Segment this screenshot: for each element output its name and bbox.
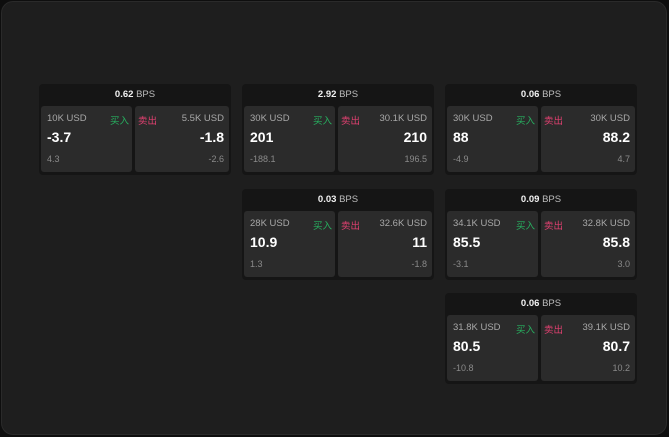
spread-value: 0.09 xyxy=(520,194,540,205)
sell-size: 39.1K USD xyxy=(582,322,630,333)
sell-size: 30K USD xyxy=(590,113,630,124)
buy-price: 201 xyxy=(250,129,274,145)
spread-value: 0.62 xyxy=(114,89,134,100)
spread-unit: BPS xyxy=(136,89,156,100)
spread-header: 0.06 BPS xyxy=(445,84,637,105)
buy-change: -3.1 xyxy=(453,259,469,269)
sell-button[interactable]: 卖出 5.5K USD -1.8 -2.6 xyxy=(135,106,229,172)
buy-label: 买入 xyxy=(515,116,535,127)
quote-card: 0.06 BPS 31.8K USD 买入 80.5 -10.8 卖出 39.1… xyxy=(445,293,637,384)
buy-label: 买入 xyxy=(515,325,535,336)
sell-button[interactable]: 卖出 30.1K USD 210 196.5 xyxy=(338,106,432,172)
sell-label: 卖出 xyxy=(138,116,158,127)
spread-value: 2.92 xyxy=(317,89,337,100)
sell-change: -2.6 xyxy=(208,154,224,164)
spread-header: 0.06 BPS xyxy=(445,293,637,314)
sell-price: 85.8 xyxy=(602,234,630,250)
spread-unit: BPS xyxy=(339,194,359,205)
sell-change: 4.7 xyxy=(617,154,630,164)
spread-header: 0.62 BPS xyxy=(39,84,231,105)
buy-button[interactable]: 30K USD 买入 201 -188.1 xyxy=(244,106,335,172)
sell-price: 210 xyxy=(403,129,427,145)
buy-button[interactable]: 28K USD 买入 10.9 1.3 xyxy=(244,211,335,277)
sell-change: 3.0 xyxy=(617,259,630,269)
quote-card: 2.92 BPS 30K USD 买入 201 -188.1 卖出 30.1K … xyxy=(242,84,434,175)
buy-size: 28K USD xyxy=(250,218,290,229)
sell-label: 卖出 xyxy=(341,221,361,232)
sell-label: 卖出 xyxy=(341,116,361,127)
buy-size: 30K USD xyxy=(250,113,290,124)
buy-change: 1.3 xyxy=(250,259,263,269)
spread-unit: BPS xyxy=(339,89,359,100)
buy-label: 买入 xyxy=(312,116,332,127)
sell-change: -1.8 xyxy=(411,259,427,269)
spread-unit: BPS xyxy=(542,298,562,309)
quote-card: 0.06 BPS 30K USD 买入 88 -4.9 卖出 30K USD 8… xyxy=(445,84,637,175)
sell-price: 88.2 xyxy=(602,129,630,145)
sell-button[interactable]: 卖出 39.1K USD 80.7 10.2 xyxy=(541,315,635,381)
buy-price: 80.5 xyxy=(453,338,481,354)
sell-label: 卖出 xyxy=(544,325,564,336)
quote-card: 0.03 BPS 28K USD 买入 10.9 1.3 卖出 32.6K US… xyxy=(242,189,434,280)
buy-label: 买入 xyxy=(312,221,332,232)
buy-label: 买入 xyxy=(515,221,535,232)
buy-change: -188.1 xyxy=(250,154,276,164)
spread-unit: BPS xyxy=(542,194,562,205)
spread-value: 0.06 xyxy=(520,298,540,309)
buy-size: 34.1K USD xyxy=(453,218,501,229)
sell-size: 32.6K USD xyxy=(379,218,427,229)
spread-value: 0.06 xyxy=(520,89,540,100)
sell-button[interactable]: 卖出 32.6K USD 11 -1.8 xyxy=(338,211,432,277)
sell-size: 30.1K USD xyxy=(379,113,427,124)
buy-change: 4.3 xyxy=(47,154,60,164)
buy-size: 30K USD xyxy=(453,113,493,124)
sell-price: -1.8 xyxy=(199,129,224,145)
sell-size: 32.8K USD xyxy=(582,218,630,229)
quote-card: 0.09 BPS 34.1K USD 买入 85.5 -3.1 卖出 32.8K… xyxy=(445,189,637,280)
spread-header: 0.09 BPS xyxy=(445,189,637,210)
buy-price: 10.9 xyxy=(250,234,278,250)
buy-price: 88 xyxy=(453,129,469,145)
sell-label: 卖出 xyxy=(544,221,564,232)
sell-change: 196.5 xyxy=(404,154,427,164)
sell-price: 11 xyxy=(412,234,427,250)
sell-price: 80.7 xyxy=(602,338,630,354)
sell-label: 卖出 xyxy=(544,116,564,127)
buy-price: 85.5 xyxy=(453,234,481,250)
sell-button[interactable]: 卖出 30K USD 88.2 4.7 xyxy=(541,106,635,172)
buy-size: 31.8K USD xyxy=(453,322,501,333)
quote-card: 0.62 BPS 10K USD 买入 -3.7 4.3 卖出 5.5K USD… xyxy=(39,84,231,175)
buy-button[interactable]: 34.1K USD 买入 85.5 -3.1 xyxy=(447,211,538,277)
buy-button[interactable]: 10K USD 买入 -3.7 4.3 xyxy=(41,106,132,172)
buy-button[interactable]: 31.8K USD 买入 80.5 -10.8 xyxy=(447,315,538,381)
buy-change: -4.9 xyxy=(453,154,469,164)
spread-header: 0.03 BPS xyxy=(242,189,434,210)
sell-button[interactable]: 卖出 32.8K USD 85.8 3.0 xyxy=(541,211,635,277)
spread-header: 2.92 BPS xyxy=(242,84,434,105)
buy-label: 买入 xyxy=(109,116,129,127)
spread-unit: BPS xyxy=(542,89,562,100)
buy-size: 10K USD xyxy=(47,113,87,124)
sell-change: 10.2 xyxy=(612,363,630,373)
buy-price: -3.7 xyxy=(47,129,72,145)
spread-value: 0.03 xyxy=(317,194,337,205)
sell-size: 5.5K USD xyxy=(181,113,224,124)
buy-change: -10.8 xyxy=(453,363,474,373)
buy-button[interactable]: 30K USD 买入 88 -4.9 xyxy=(447,106,538,172)
